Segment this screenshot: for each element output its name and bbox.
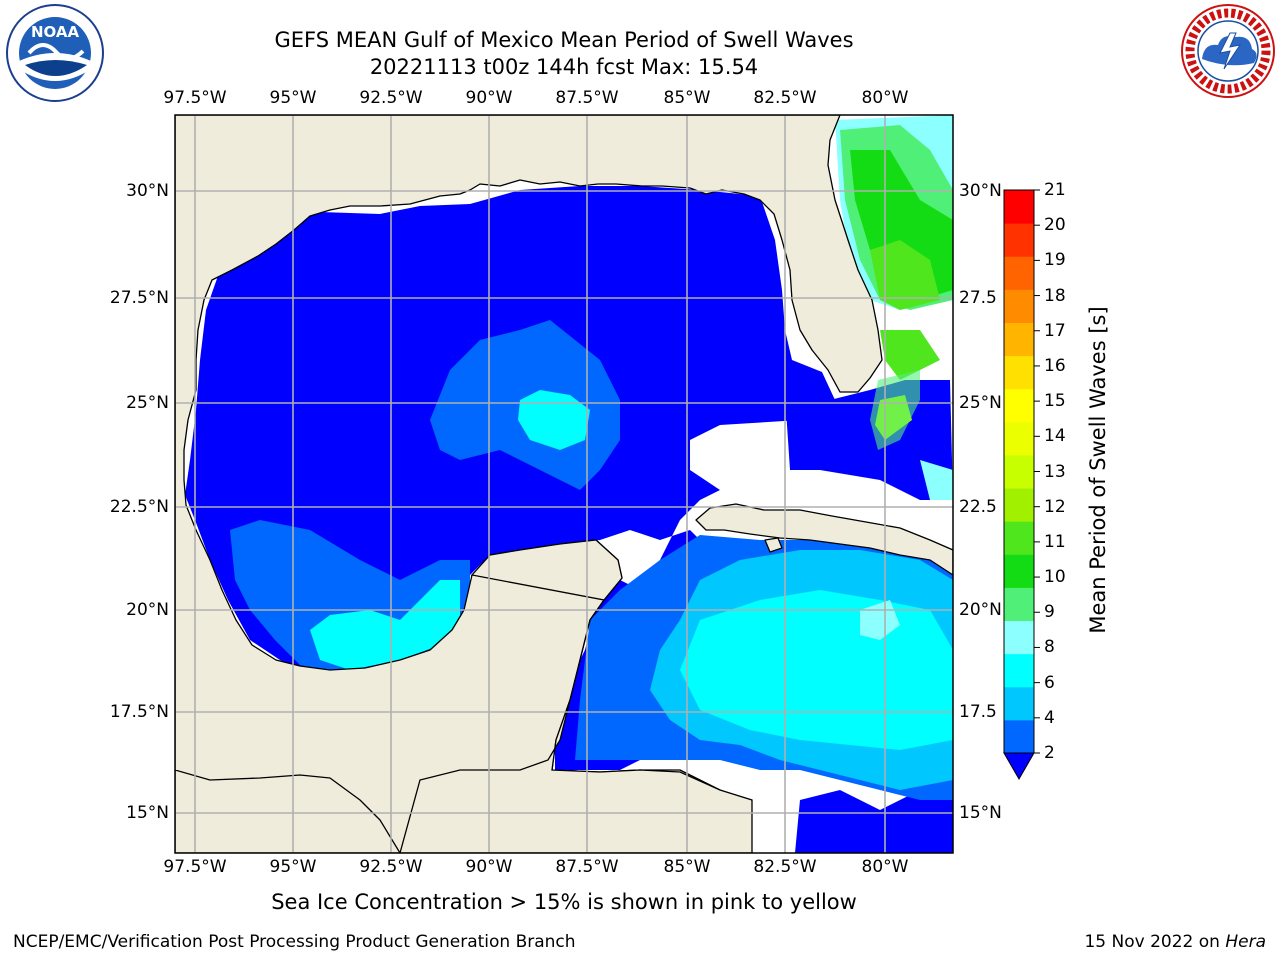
- land-cuba: [695, 503, 953, 576]
- lat-tick-right: 30°N: [959, 181, 1002, 201]
- footer-machine: Hera: [1225, 932, 1266, 952]
- colorbar-tick-label: 10: [1044, 567, 1066, 588]
- colorbar-tick-label: 15: [1044, 391, 1066, 412]
- colorbar-tick-label: 16: [1044, 355, 1066, 376]
- lon-tick-bottom: 80°W: [861, 857, 909, 877]
- lat-tick-right: 17.5: [959, 702, 997, 722]
- colorbar-tick-label: 12: [1044, 496, 1066, 517]
- colorbar-tick-label: 11: [1044, 531, 1066, 552]
- colorbar-tick-label: 14: [1044, 426, 1066, 447]
- map-gridlines: [175, 115, 953, 853]
- swell-region-gulf-6to8: [518, 390, 590, 450]
- swell-region-bahamas-greens: [880, 330, 940, 380]
- lat-tick-left: 17.5°N: [109, 702, 169, 722]
- colorbar-tick-label: 19: [1044, 250, 1066, 271]
- colorbar-title: Mean Period of Swell Waves [s]: [1086, 306, 1110, 634]
- lat-tick-left: 30°N: [126, 181, 169, 201]
- national-weather-service-logo-icon: [1181, 4, 1275, 98]
- swell-region-atlantic-11to12: [870, 240, 940, 310]
- land-isla-juventud: [764, 537, 783, 553]
- lon-tick-bottom: 85°W: [663, 857, 711, 877]
- lon-tick-top: 80°W: [861, 88, 909, 108]
- swell-region-se-2to4: [795, 770, 953, 853]
- lon-tick-bottom: 87.5°W: [555, 857, 619, 877]
- footer-date-text: 15 Nov 2022 on: [1084, 932, 1226, 952]
- lat-tick-right: 27.5: [959, 288, 997, 308]
- lon-tick-top: 82.5°W: [753, 88, 817, 108]
- colorbar-tick-label: 8: [1044, 637, 1055, 658]
- footer-date: 15 Nov 2022 on Hera: [1084, 932, 1266, 952]
- colorbar-tick-label: 18: [1044, 285, 1066, 306]
- swell-region-bahamas-cyan: [920, 460, 953, 500]
- lat-tick-left: 27.5°N: [109, 288, 169, 308]
- lon-tick-top: 85°W: [663, 88, 711, 108]
- lat-tick-left: 15°N: [126, 803, 169, 823]
- map-subtitle: 20221113 t00z 144h fcst Max: 15.54: [369, 55, 759, 79]
- colorbar-tick-label: 21: [1044, 180, 1066, 200]
- noaa-logo-text: NOAA: [31, 23, 80, 41]
- lon-tick-top: 97.5°W: [163, 88, 227, 108]
- noaa-logo-icon: NOAA: [6, 4, 104, 102]
- colorbar-tick-label: 9: [1044, 602, 1055, 623]
- lat-tick-left: 20°N: [126, 600, 169, 620]
- land-yucatan: [399, 539, 753, 853]
- lat-tick-left: 22.5°N: [109, 497, 169, 517]
- lat-tick-right: 20°N: [959, 600, 1002, 620]
- swell-region-bay-campeche-6to8: [310, 580, 460, 670]
- lon-tick-bottom: 82.5°W: [753, 857, 817, 877]
- colorbar-tick-label: 13: [1044, 461, 1066, 482]
- map-title: GEFS MEAN Gulf of Mexico Mean Period of …: [274, 28, 854, 52]
- colorbar-tick-label: 20: [1044, 215, 1066, 236]
- lat-tick-right: 15°N: [959, 803, 1002, 823]
- colorbar-tick-label: 4: [1044, 707, 1055, 728]
- lon-tick-top: 87.5°W: [555, 88, 619, 108]
- lon-tick-bottom: 97.5°W: [163, 857, 227, 877]
- lon-tick-top: 92.5°W: [359, 88, 423, 108]
- swell-region-bahamas-c: [870, 370, 920, 450]
- colorbar-tick-label: 17: [1044, 320, 1066, 341]
- colorbar-tick-label: 6: [1044, 672, 1055, 693]
- footer-credit: NCEP/EMC/Verification Post Processing Pr…: [13, 932, 576, 952]
- lat-tick-right: 22.5: [959, 497, 997, 517]
- lon-tick-top: 90°W: [465, 88, 513, 108]
- sea-ice-caption: Sea Ice Concentration > 15% is shown in …: [271, 890, 857, 914]
- map-frame: [174, 114, 954, 854]
- lat-tick-right: 25°N: [959, 393, 1002, 413]
- lon-tick-bottom: 92.5°W: [359, 857, 423, 877]
- lon-tick-bottom: 95°W: [269, 857, 317, 877]
- lon-tick-bottom: 90°W: [465, 857, 513, 877]
- colorbar-tick-label: 2: [1044, 743, 1055, 763]
- lat-tick-left: 25°N: [126, 393, 169, 413]
- lon-tick-top: 95°W: [269, 88, 317, 108]
